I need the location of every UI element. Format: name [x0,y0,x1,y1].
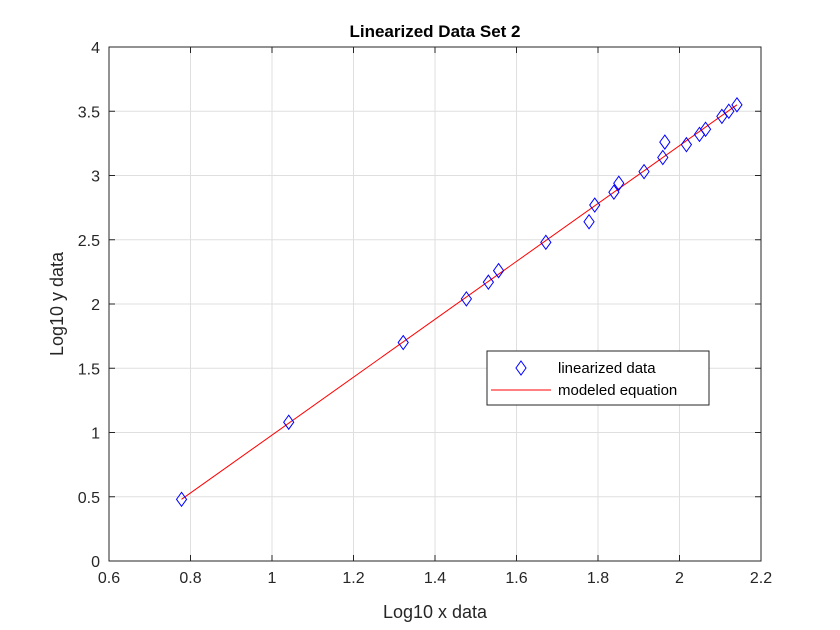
data-point [699,121,712,138]
series-layer [175,96,743,508]
data-point [723,103,735,120]
y-axis-label: Log10 y data [47,251,67,356]
y-axis: 0 0.5 1 1.5 2 2.5 3 3.5 4 [78,40,761,571]
data-point [657,149,669,166]
x-axis: 0.6 0.8 1 1.2 1.4 1.6 1.8 2 2.2 [98,47,772,587]
data-point [460,291,473,307]
x-tick-label: 1.6 [505,570,527,587]
grid [108,46,762,562]
data-point [583,213,595,230]
model-line [181,104,738,500]
data-point [283,414,295,431]
legend-label: modeled equation [558,382,677,399]
y-tick-label: 1 [91,426,100,443]
x-tick-label: 0.6 [98,570,120,587]
x-tick-label: 1.4 [424,570,446,587]
x-tick-label: 2 [675,570,684,587]
y-tick-label: 3.5 [78,104,100,121]
data-point [659,134,671,150]
y-tick-label: 2.5 [78,233,100,250]
data-point [482,274,495,291]
y-tick-label: 2 [91,297,100,314]
x-tick-label: 1.2 [342,570,364,587]
legend-marker-swatch [515,360,527,376]
data-point [608,184,620,201]
legend: linearized data modeled equation [486,350,710,406]
y-tick-label: 0 [91,554,100,571]
legend-label: linearized data [558,360,656,377]
y-tick-label: 3 [91,169,100,186]
data-point [589,197,601,213]
data-point [638,163,650,180]
data-point [492,262,505,279]
x-tick-label: 1 [268,570,277,587]
legend-box [486,350,710,406]
data-point [731,96,743,113]
y-tick-label: 1.5 [78,361,100,378]
x-tick-label: 0.8 [179,570,201,587]
x-tick-label: 1.8 [587,570,609,587]
data-point [175,491,188,508]
x-axis-label: Log10 x data [383,602,488,622]
y-tick-label: 0.5 [78,490,100,507]
y-tick-label: 4 [91,40,100,57]
data-point [540,234,552,251]
chart-title: Linearized Data Set 2 [349,22,520,41]
data-point [680,136,693,153]
data-point [613,175,625,192]
data-point [397,334,409,351]
x-tick-label: 2.2 [750,570,772,587]
